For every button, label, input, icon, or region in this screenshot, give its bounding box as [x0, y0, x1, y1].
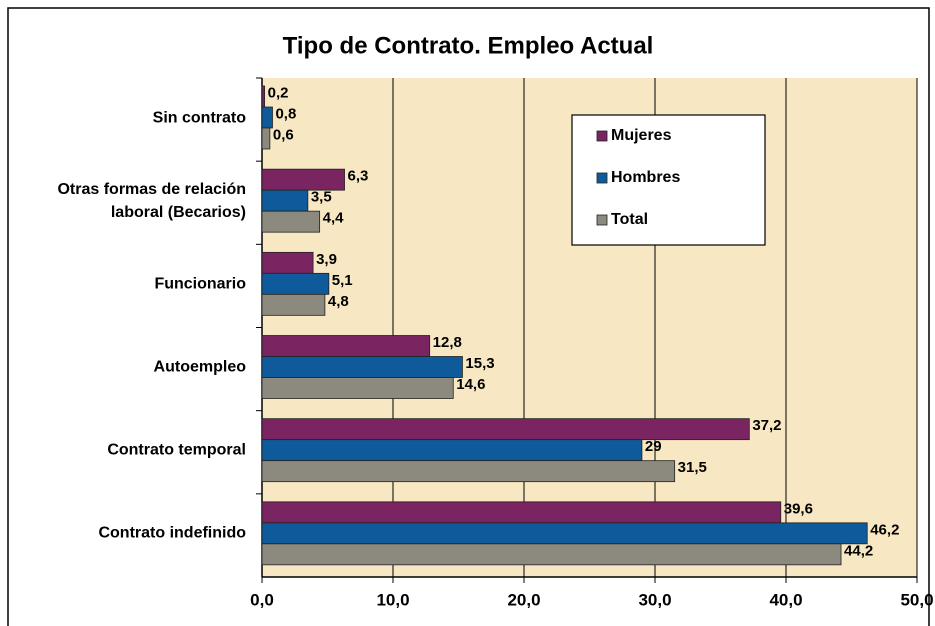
- bar: [261, 293, 326, 316]
- bar: [261, 335, 431, 357]
- legend-label: Total: [611, 211, 648, 228]
- y-tick-label: Otras formas de relación laboral (Becari…: [57, 180, 246, 221]
- x-tick-label: 50,0: [900, 590, 933, 609]
- data-label: 37,2: [752, 417, 781, 434]
- data-label: 44,2: [844, 542, 873, 559]
- y-tick-label: Contrato indefinido: [98, 524, 246, 542]
- legend: Mujeres Hombres Total: [571, 114, 766, 246]
- bar: [261, 127, 271, 150]
- x-tick-label: 10,0: [376, 590, 409, 609]
- data-label: 0,2: [268, 84, 289, 101]
- x-tick-label: 0,0: [250, 590, 274, 609]
- bar: [261, 543, 842, 566]
- bar: [261, 460, 676, 483]
- data-label: 31,5: [678, 459, 707, 476]
- bar: [261, 522, 868, 545]
- data-label: 5,1: [332, 272, 353, 289]
- x-tick-label: 30,0: [638, 590, 671, 609]
- x-tick-label: 20,0: [507, 590, 540, 609]
- bar: [261, 106, 273, 129]
- data-label: 12,8: [433, 334, 462, 351]
- data-label: 39,6: [784, 500, 813, 517]
- data-label: 0,6: [273, 126, 294, 143]
- legend-swatch: [596, 172, 608, 184]
- data-label: 29: [645, 438, 662, 455]
- bar: [261, 377, 454, 399]
- x-tick-label: 40,0: [769, 590, 802, 609]
- legend-label: Mujeres: [611, 127, 672, 144]
- data-label: 3,9: [316, 251, 337, 268]
- y-tick-label: Funcionario: [154, 275, 246, 293]
- chart-title: Tipo de Contrato. Empleo Actual: [283, 32, 654, 59]
- data-label: 4,8: [328, 293, 349, 310]
- data-label: 15,3: [465, 355, 494, 372]
- bar: [261, 189, 309, 212]
- bar: [261, 210, 321, 233]
- bar: [261, 251, 314, 274]
- legend-label: Hombres: [611, 169, 680, 186]
- data-label: 3,5: [311, 189, 332, 206]
- bar: [261, 439, 643, 462]
- bar: [261, 501, 782, 524]
- legend-swatch: [596, 130, 608, 142]
- data-label: 14,6: [456, 376, 485, 393]
- legend-swatch: [596, 214, 608, 226]
- data-label: 46,2: [870, 521, 899, 538]
- bar: [261, 168, 345, 191]
- y-tick-label: Sin contrato: [152, 109, 246, 127]
- y-tick-label: Contrato temporal: [107, 441, 246, 459]
- bar: [261, 85, 266, 108]
- data-label: 4,4: [323, 210, 345, 227]
- data-label: 6,3: [348, 168, 369, 185]
- bar: [261, 356, 463, 378]
- bar: [261, 418, 750, 441]
- data-label: 0,8: [275, 105, 296, 122]
- bar: [261, 272, 330, 295]
- y-tick-label: Autoempleo: [153, 358, 246, 376]
